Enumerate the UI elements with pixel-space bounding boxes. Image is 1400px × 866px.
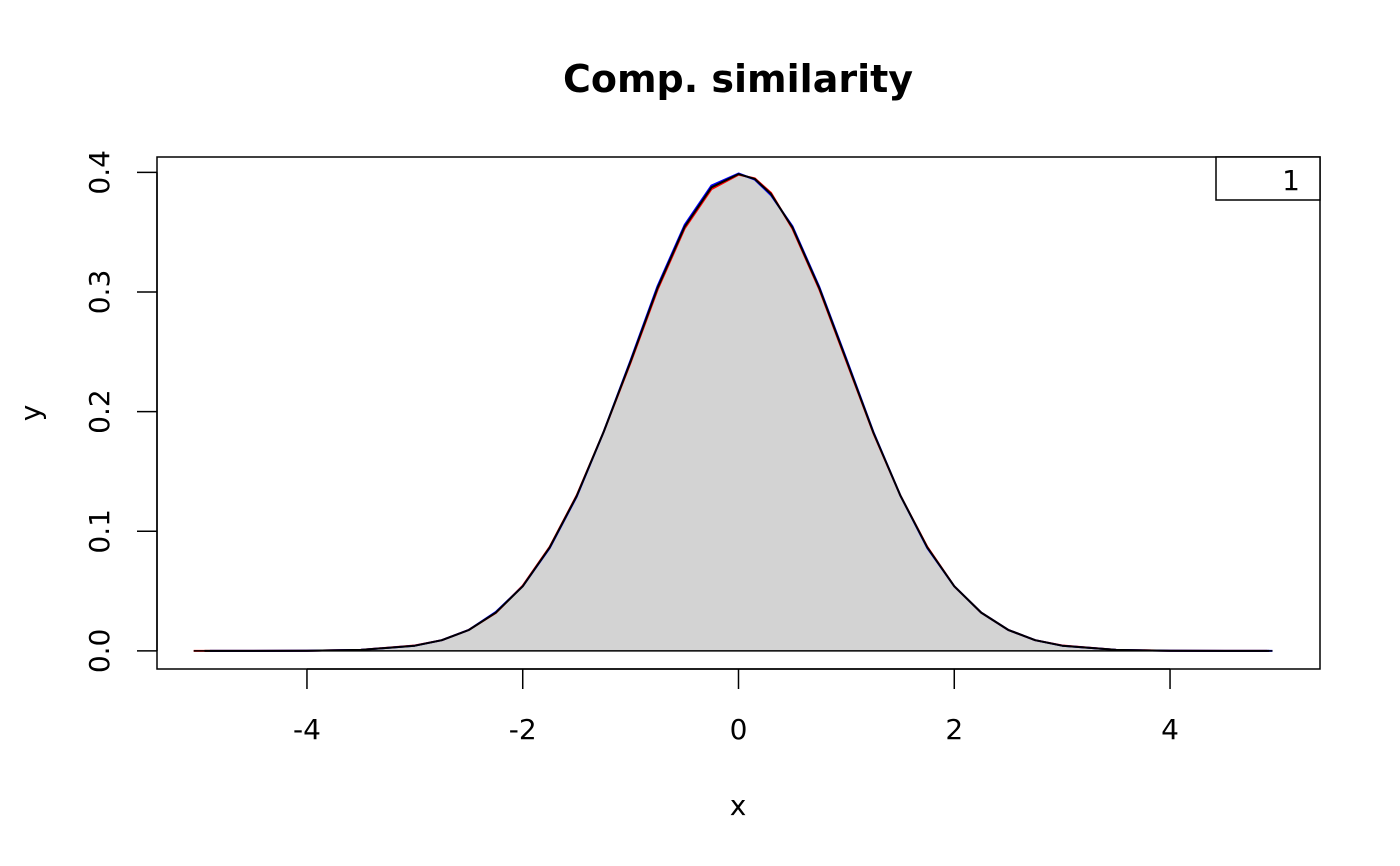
- legend-box: [1215, 156, 1321, 201]
- y-axis: 0.0 0.1 0.2 0.3 0.4: [83, 150, 158, 674]
- y-tick-label: 0.4: [83, 150, 116, 195]
- legend: 1: [1215, 156, 1321, 201]
- density-fill-area: [204, 174, 1270, 651]
- density-lines: [193, 172, 1273, 652]
- y-tick-label: 0.0: [83, 629, 116, 674]
- x-tick-label: 2: [945, 713, 963, 746]
- x-tick-label: -2: [509, 713, 537, 746]
- y-tick-label: 0.1: [83, 509, 116, 554]
- y-tick-label: 0.2: [83, 389, 116, 434]
- x-tick-label: -4: [293, 713, 321, 746]
- plot-region: [193, 172, 1273, 652]
- y-axis-label: y: [14, 405, 47, 422]
- x-tick-label: 0: [730, 713, 748, 746]
- chart-title: Comp. similarity: [563, 57, 913, 101]
- x-axis: -4 -2 0 2 4: [293, 668, 1179, 746]
- y-tick-label: 0.3: [83, 270, 116, 315]
- x-tick-label: 4: [1161, 713, 1179, 746]
- legend-entry: 1: [1282, 164, 1300, 197]
- density-line-3: [204, 173, 1270, 652]
- x-axis-label: x: [730, 789, 747, 822]
